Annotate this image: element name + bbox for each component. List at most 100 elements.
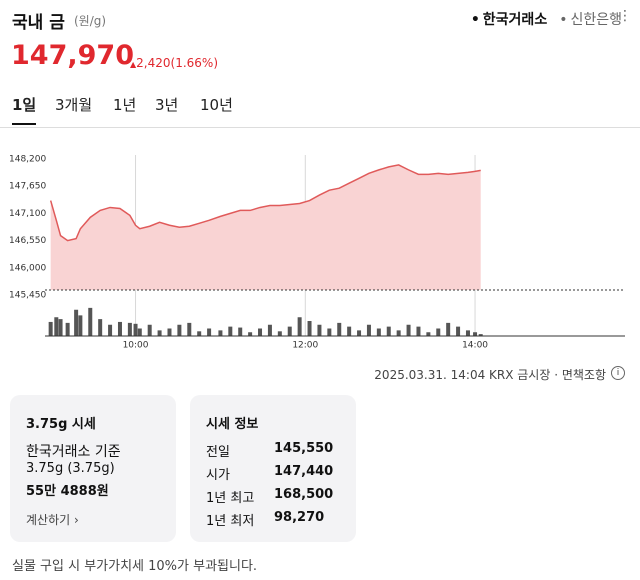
- volume-bar: [478, 334, 483, 336]
- volume-bar: [54, 317, 59, 336]
- volume-bar: [327, 328, 332, 336]
- source-option[interactable]: • 신한은행: [559, 12, 622, 28]
- volume-bar: [207, 328, 212, 336]
- volume-bar: [357, 330, 362, 336]
- unit: (원/g): [74, 14, 107, 28]
- x-tick-label: 12:00: [292, 341, 318, 351]
- change-text: 2,420(1.66%): [136, 56, 218, 70]
- volume-bar: [287, 326, 292, 336]
- row-label: 1년 최저: [206, 514, 255, 529]
- row-label: 전일: [206, 445, 230, 460]
- volume-bar: [376, 328, 381, 336]
- y-tick-label: 147,650: [9, 182, 46, 192]
- volume-bar: [436, 328, 441, 336]
- volume-bar: [88, 307, 93, 336]
- y-tick-label: 146,550: [9, 236, 46, 246]
- bullet-icon[interactable]: •: [559, 12, 568, 28]
- volume-bar: [396, 330, 401, 336]
- sources: • 한국거래소 • 신한은행: [459, 9, 622, 29]
- volume-bar: [187, 322, 192, 336]
- volume-bar: [74, 309, 79, 336]
- y-tick-label: 148,200: [9, 155, 46, 165]
- calc-link[interactable]: 계산하기 ›: [26, 511, 79, 528]
- tab[interactable]: 10년: [200, 96, 233, 114]
- link-text[interactable]: 계산하기: [26, 513, 71, 527]
- volume-bar: [98, 319, 103, 336]
- volume-bar: [197, 331, 202, 336]
- volume-bar: [133, 323, 138, 336]
- price-change: ▲2,420(1.66%): [130, 56, 218, 70]
- volume-bar: [58, 319, 63, 336]
- tab[interactable]: 1년: [113, 96, 137, 114]
- volume-bar: [386, 326, 391, 336]
- title: 국내 금: [12, 13, 65, 33]
- volume-bar: [78, 315, 83, 336]
- volume-bar: [218, 330, 223, 336]
- volume-bar: [366, 324, 371, 336]
- volume-bar: [238, 327, 243, 336]
- volume-bar: [337, 322, 342, 336]
- volume-bar: [426, 332, 431, 336]
- volume-bar: [228, 326, 233, 336]
- source-label[interactable]: 한국거래소: [482, 12, 548, 28]
- row-label: 시가: [206, 468, 230, 483]
- divider: [0, 127, 640, 128]
- volume-bar: [48, 321, 53, 336]
- y-tick-label: 145,450: [9, 291, 46, 301]
- tab[interactable]: 3개월: [55, 96, 93, 114]
- volume-bar: [465, 330, 470, 336]
- chevron-icon[interactable]: ›: [74, 513, 79, 527]
- volume-bar: [127, 322, 132, 336]
- volume-bar: [117, 321, 122, 336]
- volume-bar: [416, 326, 421, 336]
- bullet-icon[interactable]: •: [470, 12, 480, 28]
- volume-bar: [317, 324, 322, 336]
- card-line: 3.75g (3.75g): [26, 461, 115, 476]
- price: 147,970: [11, 40, 134, 71]
- volume-bar: [297, 317, 302, 336]
- volume-bar: [347, 326, 352, 336]
- info-icon[interactable]: i: [611, 366, 625, 380]
- volume-bar: [147, 324, 152, 336]
- tab[interactable]: 3년: [155, 96, 179, 114]
- x-tick-label: 14:00: [462, 341, 488, 351]
- card-line: 한국거래소 기준: [26, 444, 121, 460]
- y-tick-label: 146,000: [9, 263, 46, 273]
- volume-bar: [473, 332, 478, 336]
- volume-bar: [177, 324, 182, 336]
- source-label[interactable]: 신한은행: [570, 12, 622, 28]
- row-value: 168,500: [274, 487, 334, 502]
- tab[interactable]: 1일: [12, 94, 37, 125]
- area: [50, 164, 481, 291]
- x-tick-label: 10:00: [123, 341, 149, 351]
- source-option[interactable]: • 한국거래소: [471, 12, 547, 28]
- card-title: 시세 정보: [206, 417, 259, 432]
- y-tick-label: 147,100: [9, 209, 46, 219]
- timestamp: 2025.03.31. 14:04 KRX 금시장 · 면책조항: [374, 368, 606, 382]
- row-value: 145,550: [274, 441, 334, 456]
- volume-bar: [108, 324, 113, 336]
- volume-bar: [65, 322, 70, 336]
- row-label: 1년 최고: [206, 491, 255, 506]
- volume-bar: [446, 322, 451, 336]
- footer-note: 실물 구입 시 부가가치세 10%가 부과됩니다.: [12, 559, 258, 574]
- volume-bar: [406, 324, 411, 336]
- up-icon: ▲: [130, 60, 137, 69]
- card-line: 55만 4888원: [26, 484, 109, 499]
- row-value: 147,440: [274, 464, 334, 479]
- card-title: 3.75g 시세: [26, 417, 96, 432]
- volume-bar: [307, 321, 312, 336]
- line: [49, 164, 481, 242]
- volume-bar: [137, 328, 142, 336]
- chart: 10:00 12:00 14:00 148,200 147,650 147,100 146,…: [9, 155, 625, 351]
- menu-icon[interactable]: ⋮: [618, 8, 632, 24]
- volume-bar: [267, 324, 272, 336]
- card: 3.75g 시세 한국거래소 기준 3.75g (3.75g) 55만 4888…: [10, 395, 176, 542]
- volume-bar: [157, 330, 162, 336]
- volume-bar: [456, 326, 461, 336]
- card: 시세 정보 전일 145,550 시가 147,440 1년 최고 168,500 1년 최…: [190, 395, 356, 542]
- volume-bar: [248, 332, 253, 336]
- volume-bar: [258, 328, 263, 336]
- row-value: 98,270: [274, 510, 325, 525]
